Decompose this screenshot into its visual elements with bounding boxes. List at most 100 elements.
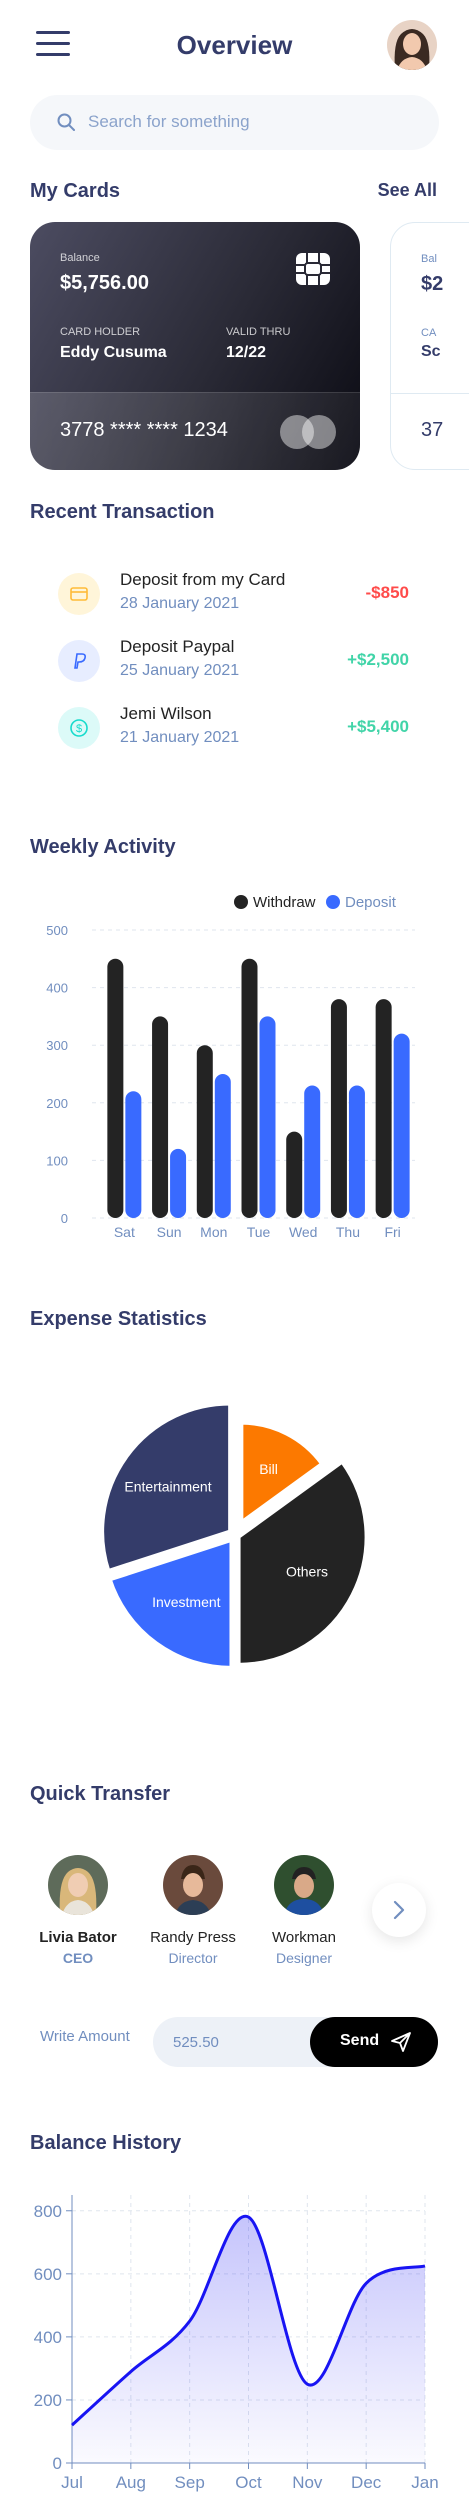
write-amount-label: Write Amount bbox=[40, 2028, 130, 2045]
x-tick-label: Nov bbox=[292, 2473, 323, 2492]
contact-role: Designer bbox=[275, 1950, 333, 1966]
y-tick-label: 0 bbox=[53, 2454, 62, 2473]
y-tick-label: 200 bbox=[46, 1096, 68, 1111]
my-cards-title: My Cards bbox=[30, 180, 121, 202]
avatar bbox=[163, 1855, 223, 1915]
card-balance: $2 bbox=[421, 273, 444, 295]
pie-label: Others bbox=[286, 1564, 328, 1580]
y-tick-label: 0 bbox=[61, 1211, 68, 1226]
search-icon bbox=[57, 113, 75, 131]
transaction-amount: -$850 bbox=[365, 583, 409, 602]
card-holder: Eddy Cusuma bbox=[60, 344, 167, 361]
weekly-activity-title: Weekly Activity bbox=[30, 836, 176, 858]
balance-history-chart: 0 200 400 600 800 Jul Aug Sep Oct Nov Dec Jan bbox=[20, 2180, 449, 2508]
bar-withdraw bbox=[286, 1131, 303, 1218]
card-number: 3778 **** **** 1234 bbox=[60, 419, 228, 441]
quick-transfer-title: Quick Transfer bbox=[30, 1783, 171, 1805]
pie-slice-others bbox=[236, 1458, 369, 1667]
legend-label: Deposit bbox=[345, 894, 397, 911]
chevron-right-icon bbox=[393, 1900, 405, 1920]
card-divider bbox=[391, 393, 469, 394]
transaction-amount: +$2,500 bbox=[347, 650, 409, 669]
pie-label: Investment bbox=[152, 1594, 221, 1610]
hamburger-menu-icon[interactable] bbox=[36, 31, 70, 57]
pie-slice-investment bbox=[107, 1537, 234, 1670]
next-contacts-button[interactable] bbox=[372, 1883, 426, 1937]
transfer-contact[interactable]: Randy Press Director bbox=[138, 1855, 248, 1975]
valid-thru-label: VALID THRU bbox=[226, 326, 291, 338]
y-tick-label: 100 bbox=[46, 1153, 68, 1168]
card-icon bbox=[58, 573, 100, 615]
credit-card-secondary[interactable]: Bal $2 CA Sc 37 bbox=[390, 222, 469, 470]
x-tick-label: Fri bbox=[384, 1224, 400, 1240]
y-tick-label: 400 bbox=[46, 981, 68, 996]
x-tick-label: Thu bbox=[336, 1224, 360, 1240]
pie-slice-entertainment bbox=[100, 1401, 233, 1574]
card-holder-label: CARD HOLDER bbox=[60, 326, 141, 338]
transaction-date: 28 January 2021 bbox=[120, 595, 240, 612]
page-title: Overview bbox=[176, 30, 293, 60]
x-tick-label: Jul bbox=[61, 2473, 83, 2492]
bar-deposit bbox=[393, 1033, 410, 1218]
transaction-title: Deposit from my Card bbox=[120, 570, 286, 589]
credit-card[interactable]: Balance $5,756.00 CARD HOLDER Eddy Cusum… bbox=[30, 222, 360, 470]
x-tick-label: Oct bbox=[235, 2473, 262, 2492]
transaction-row[interactable]: Deposit from my Card 28 January 2021 -$8… bbox=[30, 565, 439, 625]
send-icon bbox=[391, 2032, 411, 2052]
transaction-title: Deposit Paypal bbox=[120, 637, 235, 656]
expense-pie-chart: Bill Others Investment Entertainment bbox=[30, 1365, 439, 1695]
chip-icon bbox=[296, 253, 330, 285]
card-number: 37 bbox=[421, 419, 444, 441]
transfer-contact[interactable]: Workman Designer bbox=[249, 1855, 359, 1975]
transaction-date: 21 January 2021 bbox=[120, 729, 240, 746]
card-holder: Sc bbox=[421, 343, 441, 360]
svg-text:$: $ bbox=[76, 723, 82, 735]
bar-withdraw bbox=[107, 958, 124, 1218]
avatar[interactable] bbox=[387, 20, 437, 70]
pie-label: Entertainment bbox=[124, 1478, 211, 1494]
x-tick-label: Mon bbox=[200, 1224, 227, 1240]
avatar bbox=[48, 1855, 108, 1915]
card-balance: $5,756.00 bbox=[60, 272, 149, 294]
send-button[interactable]: Send bbox=[310, 2017, 438, 2067]
transaction-amount: +$5,400 bbox=[347, 717, 409, 736]
pie-slice-bill bbox=[239, 1420, 325, 1527]
bar-deposit bbox=[170, 1148, 187, 1218]
x-tick-label: Wed bbox=[289, 1224, 318, 1240]
contact-role: CEO bbox=[62, 1950, 94, 1966]
expense-statistics-title: Expense Statistics bbox=[30, 1308, 207, 1330]
valid-thru: 12/22 bbox=[226, 344, 267, 361]
bar-deposit bbox=[304, 1085, 321, 1218]
bar-withdraw bbox=[152, 1016, 169, 1218]
y-tick-label: 200 bbox=[34, 2391, 62, 2410]
x-tick-label: Aug bbox=[116, 2473, 146, 2492]
transfer-contact[interactable]: Livia Bator CEO bbox=[23, 1855, 133, 1975]
bar-withdraw bbox=[241, 958, 258, 1218]
pie-label: Bill bbox=[259, 1461, 278, 1477]
contact-role: Director bbox=[168, 1950, 218, 1966]
avatar bbox=[274, 1855, 334, 1915]
x-tick-label: Sep bbox=[175, 2473, 205, 2492]
search-input[interactable] bbox=[88, 107, 418, 137]
contact-name: Randy Press bbox=[150, 1929, 236, 1946]
x-tick-label: Sat bbox=[114, 1224, 135, 1240]
see-all-link[interactable]: See All bbox=[377, 180, 437, 200]
bar-deposit bbox=[348, 1085, 365, 1218]
card-holder-label: CA bbox=[421, 327, 437, 339]
bar-withdraw bbox=[375, 999, 392, 1218]
x-tick-label: Tue bbox=[247, 1224, 271, 1240]
transaction-date: 25 January 2021 bbox=[120, 662, 240, 679]
legend-swatch bbox=[234, 895, 248, 909]
amount-input[interactable] bbox=[173, 2029, 293, 2055]
x-tick-label: Jan bbox=[411, 2473, 438, 2492]
transaction-row[interactable]: $ Jemi Wilson 21 January 2021 +$5,400 bbox=[30, 699, 439, 759]
area-fill bbox=[72, 2216, 425, 2463]
header: Overview bbox=[0, 0, 469, 92]
send-label: Send bbox=[340, 2032, 380, 2049]
y-tick-label: 400 bbox=[34, 2328, 62, 2347]
card-footer: 3778 **** **** 1234 bbox=[30, 392, 360, 470]
y-tick-label: 300 bbox=[46, 1038, 68, 1053]
bar-deposit bbox=[125, 1091, 142, 1218]
transaction-row[interactable]: Deposit Paypal 25 January 2021 +$2,500 bbox=[30, 632, 439, 692]
bar-withdraw bbox=[330, 999, 347, 1218]
